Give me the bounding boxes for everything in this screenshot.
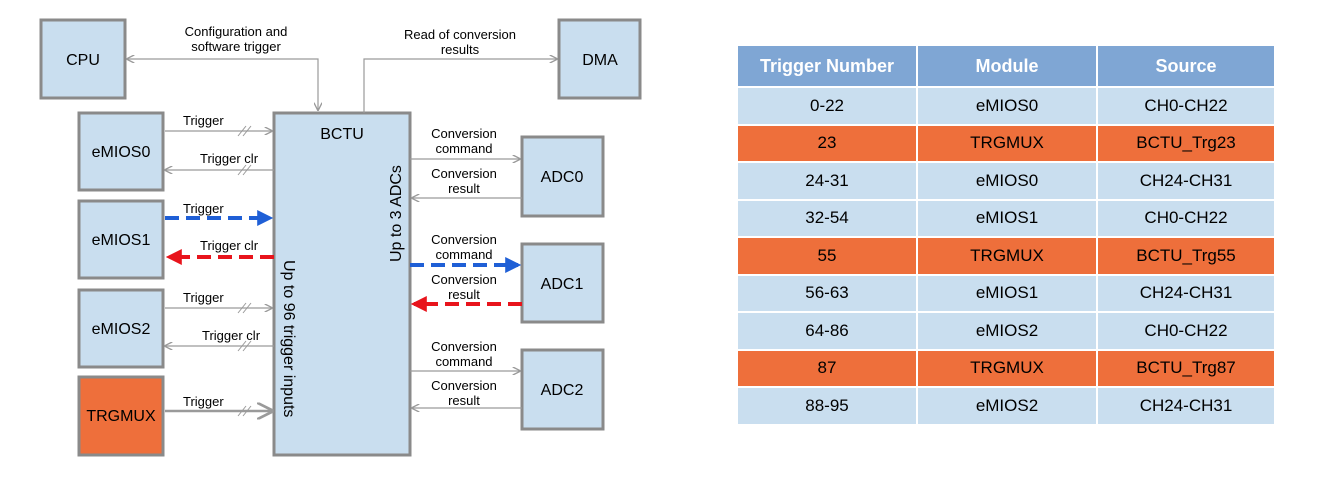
module-cell: eMIOS2 xyxy=(918,388,1096,424)
trigger-clr-label: Trigger clr xyxy=(200,238,259,253)
header-trigger-number: Trigger Number xyxy=(738,46,916,86)
conversion-label: Conversion xyxy=(431,339,497,354)
bctu-block xyxy=(272,111,412,457)
trigger-label: Trigger xyxy=(183,201,224,216)
bus-slash xyxy=(237,164,247,176)
trigger-source-table: Trigger Number Module Source 0-22 eMIOS0… xyxy=(736,44,1276,426)
trigger-label: Trigger xyxy=(183,394,224,409)
emios1-label: eMIOS1 xyxy=(92,232,151,249)
bus-slash xyxy=(242,125,252,137)
bctu-dma-arrow xyxy=(363,59,557,113)
source-cell: CH24-CH31 xyxy=(1098,388,1274,424)
adc2-label: ADC2 xyxy=(541,382,584,399)
module-cell: TRGMUX xyxy=(918,125,1096,161)
trigger-number-cell: 56-63 xyxy=(738,275,916,311)
conversion-label: Conversion xyxy=(431,232,497,247)
conversion-label: Conversion xyxy=(431,272,497,287)
result-label: result xyxy=(448,181,480,196)
emios1-block xyxy=(77,199,165,280)
conversion-label: Conversion xyxy=(431,378,497,393)
trigger-number-cell: 32-54 xyxy=(738,200,916,236)
trigger-number-cell: 55 xyxy=(738,238,916,274)
table-header-row: Trigger Number Module Source xyxy=(738,46,1274,86)
trigger-label: Trigger xyxy=(183,113,224,128)
bus-slash xyxy=(237,302,247,314)
bus-slash xyxy=(237,125,247,137)
header-source: Source xyxy=(1098,46,1274,86)
adc2-block xyxy=(520,348,605,431)
table-row: 23 TRGMUX BCTU_Trg23 xyxy=(738,125,1274,161)
conversion-label: Conversion xyxy=(431,166,497,181)
bus-slash xyxy=(237,340,247,352)
bctu-label: BCTU xyxy=(320,126,364,143)
table-row: 64-86 eMIOS2 CH0-CH22 xyxy=(738,313,1274,349)
table-row: 0-22 eMIOS0 CH0-CH22 xyxy=(738,88,1274,124)
bus-slash xyxy=(242,405,252,417)
trigger-label: Trigger xyxy=(183,290,224,305)
trigger-clr-label: Trigger clr xyxy=(202,328,261,343)
table-row: 56-63 eMIOS1 CH24-CH31 xyxy=(738,275,1274,311)
source-cell: CH24-CH31 xyxy=(1098,275,1274,311)
source-cell: CH0-CH22 xyxy=(1098,200,1274,236)
emios0-block xyxy=(77,111,165,192)
table-row: 24-31 eMIOS0 CH24-CH31 xyxy=(738,163,1274,199)
emios2-block xyxy=(77,288,165,369)
header-module: Module xyxy=(918,46,1096,86)
module-cell: TRGMUX xyxy=(918,238,1096,274)
module-cell: TRGMUX xyxy=(918,350,1096,386)
command-label: command xyxy=(435,141,492,156)
trigger-number-cell: 24-31 xyxy=(738,163,916,199)
module-cell: eMIOS0 xyxy=(918,88,1096,124)
adc0-block xyxy=(520,135,605,218)
trigger-number-cell: 88-95 xyxy=(738,388,916,424)
module-cell: eMIOS0 xyxy=(918,163,1096,199)
source-cell: BCTU_Trg23 xyxy=(1098,125,1274,161)
trigger-number-cell: 64-86 xyxy=(738,313,916,349)
dma-block xyxy=(557,18,642,100)
adc0-label: ADC0 xyxy=(541,169,584,186)
module-cell: eMIOS2 xyxy=(918,313,1096,349)
table-row: 88-95 eMIOS2 CH24-CH31 xyxy=(738,388,1274,424)
trigger-clr-label: Trigger clr xyxy=(200,151,259,166)
dma-label: DMA xyxy=(582,52,618,69)
cpu-block xyxy=(39,18,127,100)
trigger-number-cell: 0-22 xyxy=(738,88,916,124)
bus-slash xyxy=(242,302,252,314)
trigger-inputs-label: Up to 96 trigger inputs xyxy=(280,260,297,417)
source-cell: CH0-CH22 xyxy=(1098,88,1274,124)
table-row: 32-54 eMIOS1 CH0-CH22 xyxy=(738,200,1274,236)
adc1-block xyxy=(520,242,605,324)
source-cell: BCTU_Trg87 xyxy=(1098,350,1274,386)
bus-slash xyxy=(242,340,252,352)
config-label-line1: Configuration and xyxy=(185,24,288,39)
table-row: 87 TRGMUX BCTU_Trg87 xyxy=(738,350,1274,386)
config-label-line2: software trigger xyxy=(191,39,281,54)
trigger-number-cell: 23 xyxy=(738,125,916,161)
read-label-line1: Read of conversion xyxy=(404,27,516,42)
source-cell: CH0-CH22 xyxy=(1098,313,1274,349)
cpu-label: CPU xyxy=(66,52,100,69)
module-cell: eMIOS1 xyxy=(918,275,1096,311)
table-row: 55 TRGMUX BCTU_Trg55 xyxy=(738,238,1274,274)
bctu-block-diagram: CPU DMA eMIOS0 eMIOS1 eMIOS2 TRGMUX BCTU… xyxy=(39,18,642,457)
command-label: command xyxy=(435,247,492,262)
bus-slash xyxy=(237,405,247,417)
source-cell: CH24-CH31 xyxy=(1098,163,1274,199)
adc1-label: ADC1 xyxy=(541,276,584,293)
result-label: result xyxy=(448,393,480,408)
read-label-line2: results xyxy=(441,42,480,57)
cpu-bctu-arrow xyxy=(127,59,318,110)
trgmux-label: TRGMUX xyxy=(86,408,156,425)
source-cell: BCTU_Trg55 xyxy=(1098,238,1274,274)
emios0-label: eMIOS0 xyxy=(92,144,151,161)
trgmux-block xyxy=(77,375,165,457)
bus-slash xyxy=(242,164,252,176)
result-label: result xyxy=(448,287,480,302)
emios2-label: eMIOS2 xyxy=(92,321,151,338)
conversion-label: Conversion xyxy=(431,126,497,141)
trigger-number-cell: 87 xyxy=(738,350,916,386)
command-label: command xyxy=(435,354,492,369)
module-cell: eMIOS1 xyxy=(918,200,1096,236)
adc-count-label: Up to 3 ADCs xyxy=(388,165,405,262)
